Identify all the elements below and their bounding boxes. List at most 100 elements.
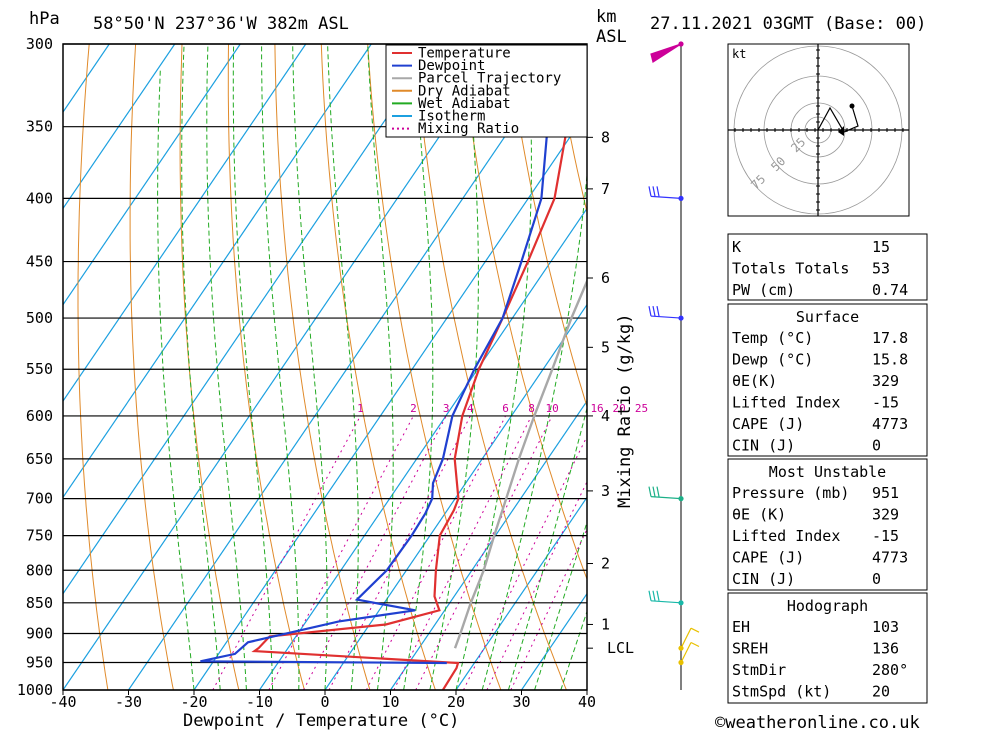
index-label: θE (K) [732, 506, 786, 524]
km-tick-label: 8 [601, 128, 610, 146]
mixing-ratio-line [487, 416, 619, 690]
km-label: km [596, 7, 616, 27]
pressure-tick-label: 700 [26, 490, 53, 508]
mixing-ratio-label: 10 [546, 402, 559, 415]
mixing-ratio-label: 3 [443, 402, 450, 415]
x-axis-title: Dewpoint / Temperature (°C) [183, 711, 459, 731]
wind-barb-pennant [651, 44, 681, 62]
isotherm-line [194, 44, 633, 690]
index-label: Lifted Index [732, 394, 840, 412]
wind-barb [651, 44, 681, 62]
mixing-ratio-line [304, 416, 447, 690]
pressure-tick-label: 500 [26, 309, 53, 327]
index-value: 0 [872, 570, 881, 588]
isotherm-line [0, 44, 109, 690]
surface-title: Surface [796, 308, 859, 326]
index-label: CIN (J) [732, 570, 795, 588]
wind-barb-feather [649, 306, 651, 316]
location-title: 58°50'N 237°36'W 382m ASL [93, 14, 349, 34]
pressure-axis: 3003504004505005506006507007508008509009… [17, 35, 53, 699]
temperature-tick-label: -20 [180, 693, 207, 711]
pressure-tick-label: 750 [26, 527, 53, 545]
index-value: -15 [872, 527, 899, 545]
datetime-label: 27.11.2021 03GMT (Base: 00) [650, 14, 926, 34]
index-value: -15 [872, 394, 899, 412]
index-label: K [732, 238, 741, 256]
km-tick-label: 7 [601, 180, 610, 198]
wind-barb-feather [657, 487, 659, 497]
dry-adiabat-line [971, 44, 1000, 690]
index-label: CAPE (J) [732, 549, 804, 567]
wind-barb-staff [651, 497, 681, 499]
most-unstable-title: Most Unstable [769, 463, 886, 481]
index-label: Temp (°C) [732, 329, 813, 347]
index-label: CAPE (J) [732, 415, 804, 433]
legend-label: Mixing Ratio [418, 121, 519, 137]
mixing-ratio-line [394, 416, 532, 690]
pressure-tick-label: 550 [26, 360, 53, 378]
km-tick-label: 5 [601, 338, 610, 356]
index-value: 15 [872, 238, 890, 256]
wind-barb [681, 642, 699, 662]
mixing-ratio-label: 16 [590, 402, 603, 415]
pressure-tick-label: 350 [26, 118, 53, 136]
pressure-tick-label: 900 [26, 624, 53, 642]
index-label: Lifted Index [732, 527, 840, 545]
wet-adiabat-line [262, 44, 299, 690]
temperature-tick-label: 30 [512, 693, 530, 711]
index-label: CIN (J) [732, 437, 795, 455]
index-value: 329 [872, 372, 899, 390]
wet-adiabat-line [404, 44, 433, 690]
index-value: 0.74 [872, 281, 908, 299]
mixing-ratio-label: 2 [410, 402, 417, 415]
pressure-tick-label: 950 [26, 653, 53, 671]
pressure-tick-label: 600 [26, 407, 53, 425]
temperature-tick-label: -30 [115, 693, 142, 711]
index-value: 280° [872, 661, 908, 679]
temperature-tick-label: 0 [320, 693, 329, 711]
wind-barb-feather [657, 186, 659, 196]
index-value: 329 [872, 506, 899, 524]
asl-label: ASL [596, 27, 627, 47]
isotherm-line [129, 44, 568, 690]
dry-adiabat-line [925, 44, 1000, 690]
index-value: 17.8 [872, 329, 908, 347]
index-label: StmSpd (kt) [732, 683, 831, 701]
pressure-tick-label: 400 [26, 189, 53, 207]
wind-barb-feather [691, 642, 699, 646]
pressure-tick-label: 1000 [17, 681, 53, 699]
km-tick-label: 3 [601, 482, 610, 500]
index-value: 103 [872, 618, 899, 636]
wind-barb [649, 591, 681, 603]
isotherm-line [0, 44, 371, 690]
pressure-tick-label: 800 [26, 561, 53, 579]
km-tick-label: 1 [601, 615, 610, 633]
wet-adiabat-line [293, 44, 327, 690]
pressure-tick-label: 300 [26, 35, 53, 53]
hodograph-point [850, 104, 855, 109]
index-label: Pressure (mb) [732, 484, 849, 502]
index-label: StmDir [732, 661, 786, 679]
index-label: SREH [732, 640, 768, 658]
index-value: 136 [872, 640, 899, 658]
pressure-tick-label: 650 [26, 450, 53, 468]
dry-adiabat-line [78, 44, 108, 690]
km-tick-label: 2 [601, 555, 610, 573]
wet-adiabat-line [482, 44, 594, 690]
wind-barb-feather [653, 306, 655, 316]
wind-barb-staff [651, 601, 681, 603]
wind-barb-staff [651, 316, 681, 318]
index-value: 0 [872, 437, 881, 455]
index-label: PW (cm) [732, 281, 795, 299]
hodograph-unit: kt [732, 47, 746, 61]
mixing-ratio-label: 25 [635, 402, 648, 415]
temperature-tick-label: 10 [381, 693, 399, 711]
wind-barb-feather [691, 628, 699, 632]
mixing-ratio-label: 4 [467, 402, 474, 415]
index-value: 53 [872, 260, 890, 278]
